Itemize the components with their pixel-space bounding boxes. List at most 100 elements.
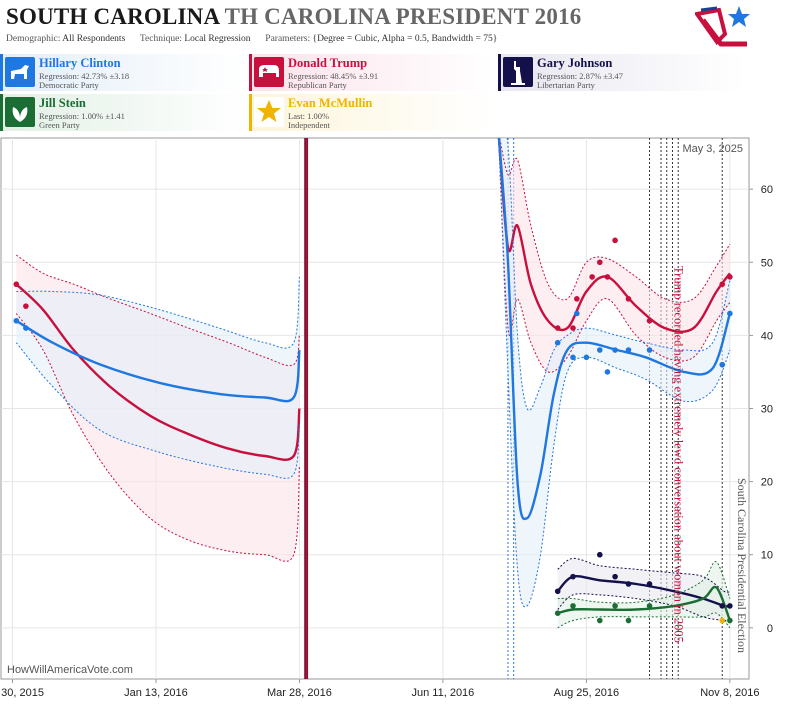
data-point bbox=[612, 347, 618, 353]
x-tick-label: Mar 28, 2016 bbox=[267, 687, 332, 699]
data-point bbox=[604, 369, 611, 375]
data-point bbox=[719, 281, 726, 288]
data-point bbox=[727, 617, 733, 624]
data-point bbox=[570, 325, 576, 331]
candidate-party: Independent bbox=[288, 120, 331, 130]
data-point bbox=[596, 347, 603, 353]
band-lower-line bbox=[557, 612, 731, 629]
star-icon bbox=[254, 97, 284, 127]
data-point bbox=[612, 603, 618, 609]
candidate-regression: Regression: 1.00% ±1.41 bbox=[39, 111, 125, 121]
y-tick-label: 40 bbox=[761, 330, 773, 342]
candidate-party: Democratic Party bbox=[39, 80, 99, 90]
data-point bbox=[23, 325, 29, 331]
demographic-label: Demographic: bbox=[6, 34, 61, 44]
x-tick-label: Nov 8, 2016 bbox=[700, 687, 759, 699]
title-race: TH CAROLINA PRESIDENT 2016 bbox=[224, 4, 582, 29]
data-point bbox=[604, 274, 611, 280]
page-title: SOUTH CAROLINA TH CAROLINA PRESIDENT 201… bbox=[6, 4, 581, 30]
data-point bbox=[727, 603, 733, 609]
y-tick-label: 20 bbox=[761, 477, 773, 489]
confidence-band bbox=[498, 138, 730, 373]
data-point bbox=[554, 325, 561, 331]
liberty-statue-icon bbox=[503, 57, 533, 87]
data-point bbox=[612, 237, 618, 244]
data-point bbox=[719, 361, 726, 368]
data-point bbox=[625, 347, 632, 353]
band-lower-line bbox=[15, 313, 300, 562]
y-tick-label: 30 bbox=[761, 404, 773, 416]
series-line bbox=[15, 283, 301, 461]
candidate-last: Last: 1.00% bbox=[288, 111, 330, 121]
candidate-card-clinton: Hillary Clinton Regression: 42.73% ±3.18… bbox=[0, 54, 246, 91]
candidate-regression: Regression: 42.73% ±3.18 bbox=[39, 71, 130, 81]
demographic-value: All Respondents bbox=[62, 34, 126, 44]
band-lower-line bbox=[498, 138, 731, 608]
data-point bbox=[13, 281, 20, 288]
band-upper-line bbox=[557, 561, 731, 604]
title-state: SOUTH CAROLINA bbox=[6, 4, 220, 29]
candidate-party: Republican Party bbox=[288, 80, 347, 90]
data-point bbox=[646, 603, 653, 609]
y-tick-label: 50 bbox=[761, 257, 773, 269]
data-point bbox=[570, 354, 576, 361]
parameters-label: Parameters: bbox=[265, 34, 311, 44]
data-point bbox=[596, 617, 603, 624]
data-point bbox=[570, 573, 576, 580]
data-point bbox=[574, 296, 580, 302]
data-point bbox=[612, 573, 618, 580]
candidate-card-mcmullin: Evan McMullin Last: 1.00% Independent bbox=[249, 94, 495, 131]
candidate-name: Evan McMullin bbox=[288, 96, 373, 110]
data-point bbox=[583, 354, 590, 361]
site-logo-icon bbox=[695, 6, 750, 47]
data-point bbox=[719, 603, 726, 609]
band-upper-line bbox=[16, 276, 300, 349]
leaf-icon bbox=[5, 97, 35, 127]
x-tick-label: Jun 11, 2016 bbox=[412, 687, 475, 699]
candidate-card-trump: Donald Trump Regression: 48.45% ±3.91 Re… bbox=[249, 54, 495, 91]
confidence-band bbox=[557, 561, 730, 628]
candidate-party: Libertarian Party bbox=[537, 80, 595, 90]
x-tick-label: Aug 25, 2016 bbox=[554, 687, 619, 699]
band-lower-line bbox=[557, 593, 730, 622]
x-tick-label: Jan 13, 2016 bbox=[124, 687, 188, 699]
series-line bbox=[497, 138, 732, 521]
elephant-icon bbox=[254, 57, 284, 87]
data-point bbox=[23, 303, 29, 309]
data-point bbox=[596, 551, 603, 558]
x-tick-label: Oct 30, 2015 bbox=[0, 687, 44, 699]
band-upper-line bbox=[506, 138, 731, 411]
y-tick-label: 10 bbox=[761, 550, 773, 562]
data-point bbox=[727, 310, 733, 317]
confidence-band bbox=[16, 276, 300, 479]
band-upper-line bbox=[16, 254, 300, 367]
candidate-regression: Regression: 2.87% ±3.47 bbox=[537, 71, 623, 81]
candidate-name: Jill Stein bbox=[39, 96, 86, 110]
candidate-card-stein: Jill Stein Regression: 1.00% ±1.41 Green… bbox=[0, 94, 246, 131]
parameters-value: {Degree = Cubic, Alpha = 0.5, Bandwidth … bbox=[312, 34, 498, 44]
parameters-line: Demographic: All Respondents Technique: … bbox=[6, 34, 497, 44]
data-point bbox=[554, 339, 561, 346]
header: SOUTH CAROLINA TH CAROLINA PRESIDENT 201… bbox=[0, 0, 789, 52]
annotation-text: Trump recorded having extremely lewd con… bbox=[672, 266, 686, 643]
candidate-name: Gary Johnson bbox=[537, 56, 613, 70]
data-point bbox=[13, 317, 20, 324]
data-point bbox=[589, 274, 595, 280]
data-point bbox=[570, 603, 576, 609]
poll-chart: Oct 30, 2015 Jan 13, 2016 Mar 28, 2016 Jun … bbox=[0, 137, 773, 699]
data-point bbox=[646, 347, 653, 353]
series-line bbox=[557, 585, 732, 621]
y-tick-label: 0 bbox=[767, 623, 773, 635]
annotation-text: South Carolina Presidential Election bbox=[735, 478, 749, 653]
plot-layer: Trump recorded having extremely lewd con… bbox=[13, 138, 749, 679]
technique-value: Local Regression bbox=[184, 34, 251, 44]
candidate-name: Donald Trump bbox=[288, 56, 368, 70]
data-point bbox=[625, 617, 632, 624]
data-point bbox=[646, 581, 653, 587]
data-point bbox=[574, 310, 580, 317]
date-label: May 3, 2025 bbox=[682, 143, 743, 155]
data-point bbox=[596, 259, 603, 266]
technique-label: Technique: bbox=[139, 34, 182, 44]
data-point bbox=[727, 274, 733, 280]
data-point bbox=[625, 296, 632, 302]
